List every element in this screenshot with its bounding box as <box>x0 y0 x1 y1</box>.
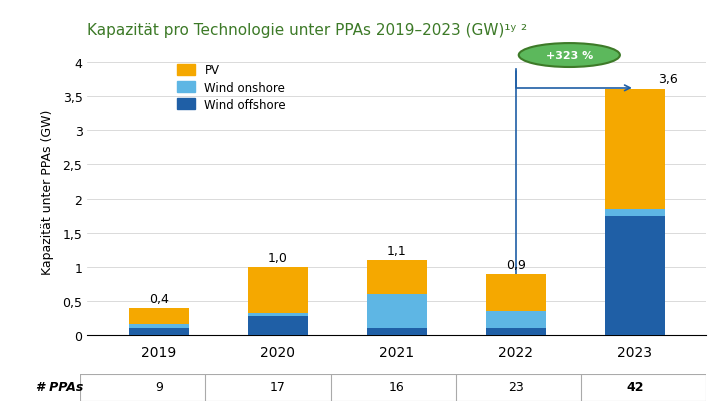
Bar <box>248 314 307 316</box>
Bar <box>486 312 545 328</box>
Text: 1,0: 1,0 <box>268 252 288 265</box>
Text: 42: 42 <box>626 380 644 393</box>
Ellipse shape <box>519 44 620 68</box>
Text: 3,6: 3,6 <box>658 73 678 86</box>
Bar <box>486 274 545 312</box>
Bar <box>367 328 427 335</box>
Text: 16: 16 <box>389 380 405 393</box>
Bar <box>248 316 307 335</box>
Bar <box>248 267 307 314</box>
Text: 17: 17 <box>270 380 285 393</box>
Bar <box>367 261 427 294</box>
Bar <box>129 328 189 335</box>
Text: # PPAs: # PPAs <box>36 380 84 393</box>
Text: +323 %: +323 % <box>546 51 593 61</box>
Text: Kapazität pro Technologie unter PPAs 2019–2023 (GW)¹ʸ ²: Kapazität pro Technologie unter PPAs 201… <box>87 23 528 38</box>
Bar <box>367 294 427 328</box>
Text: 1,1: 1,1 <box>387 245 407 258</box>
Y-axis label: Kapazität unter PPAs (GW): Kapazität unter PPAs (GW) <box>41 110 54 275</box>
Text: 9: 9 <box>155 380 162 393</box>
Text: 0,9: 0,9 <box>506 258 526 271</box>
Bar <box>486 328 545 335</box>
Text: 23: 23 <box>508 380 523 393</box>
Text: 0,4: 0,4 <box>149 292 169 306</box>
Bar <box>605 209 665 216</box>
Bar <box>129 308 189 324</box>
Bar <box>129 324 189 328</box>
Bar <box>605 216 665 335</box>
Bar <box>605 90 665 209</box>
Legend: PV, Wind onshore, Wind offshore: PV, Wind onshore, Wind offshore <box>174 61 290 115</box>
